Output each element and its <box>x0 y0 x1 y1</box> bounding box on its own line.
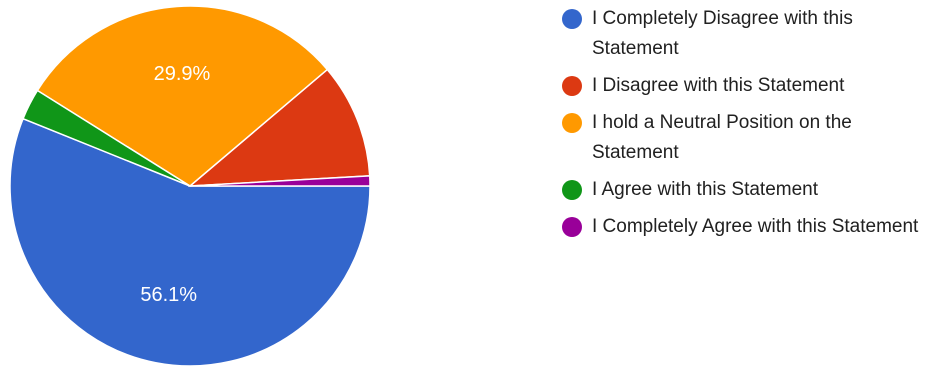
pie-slice-5[interactable] <box>189 175 371 187</box>
legend-swatch-icon <box>562 76 582 96</box>
pie-slice-4[interactable] <box>22 89 191 187</box>
slice-data-label-1: 56.1% <box>140 284 197 306</box>
legend-item-5[interactable]: I Completely Agree with this Statement <box>562 212 928 242</box>
legend-item-1[interactable]: I Completely Disagree with this Statemen… <box>562 4 928 64</box>
slice-data-label-3: 29.9% <box>154 63 211 85</box>
legend-swatch-icon <box>562 113 582 133</box>
legend-swatch-icon <box>562 217 582 237</box>
legend-item-3[interactable]: I hold a Neutral Position on the Stateme… <box>562 108 928 168</box>
legend-label: I Disagree with this Statement <box>592 75 845 96</box>
legend: I Completely Disagree with this Statemen… <box>562 4 928 249</box>
legend-label: I hold a Neutral Position on the Stateme… <box>592 112 852 163</box>
legend-swatch-icon <box>562 9 582 29</box>
legend-item-4[interactable]: I Agree with this Statement <box>562 175 928 205</box>
legend-label: I Completely Disagree with this Statemen… <box>592 8 853 59</box>
pie-chart: 56.1% 29.9% <box>9 5 371 366</box>
legend-label: I Completely Agree with this Statement <box>592 216 919 237</box>
legend-swatch-icon <box>562 180 582 200</box>
pie-slice-3[interactable] <box>36 5 329 187</box>
legend-item-2[interactable]: I Disagree with this Statement <box>562 71 928 101</box>
pie-slice-2[interactable] <box>187 68 371 187</box>
legend-label: I Agree with this Statement <box>592 179 819 200</box>
pie-slice-1[interactable] <box>9 117 371 366</box>
